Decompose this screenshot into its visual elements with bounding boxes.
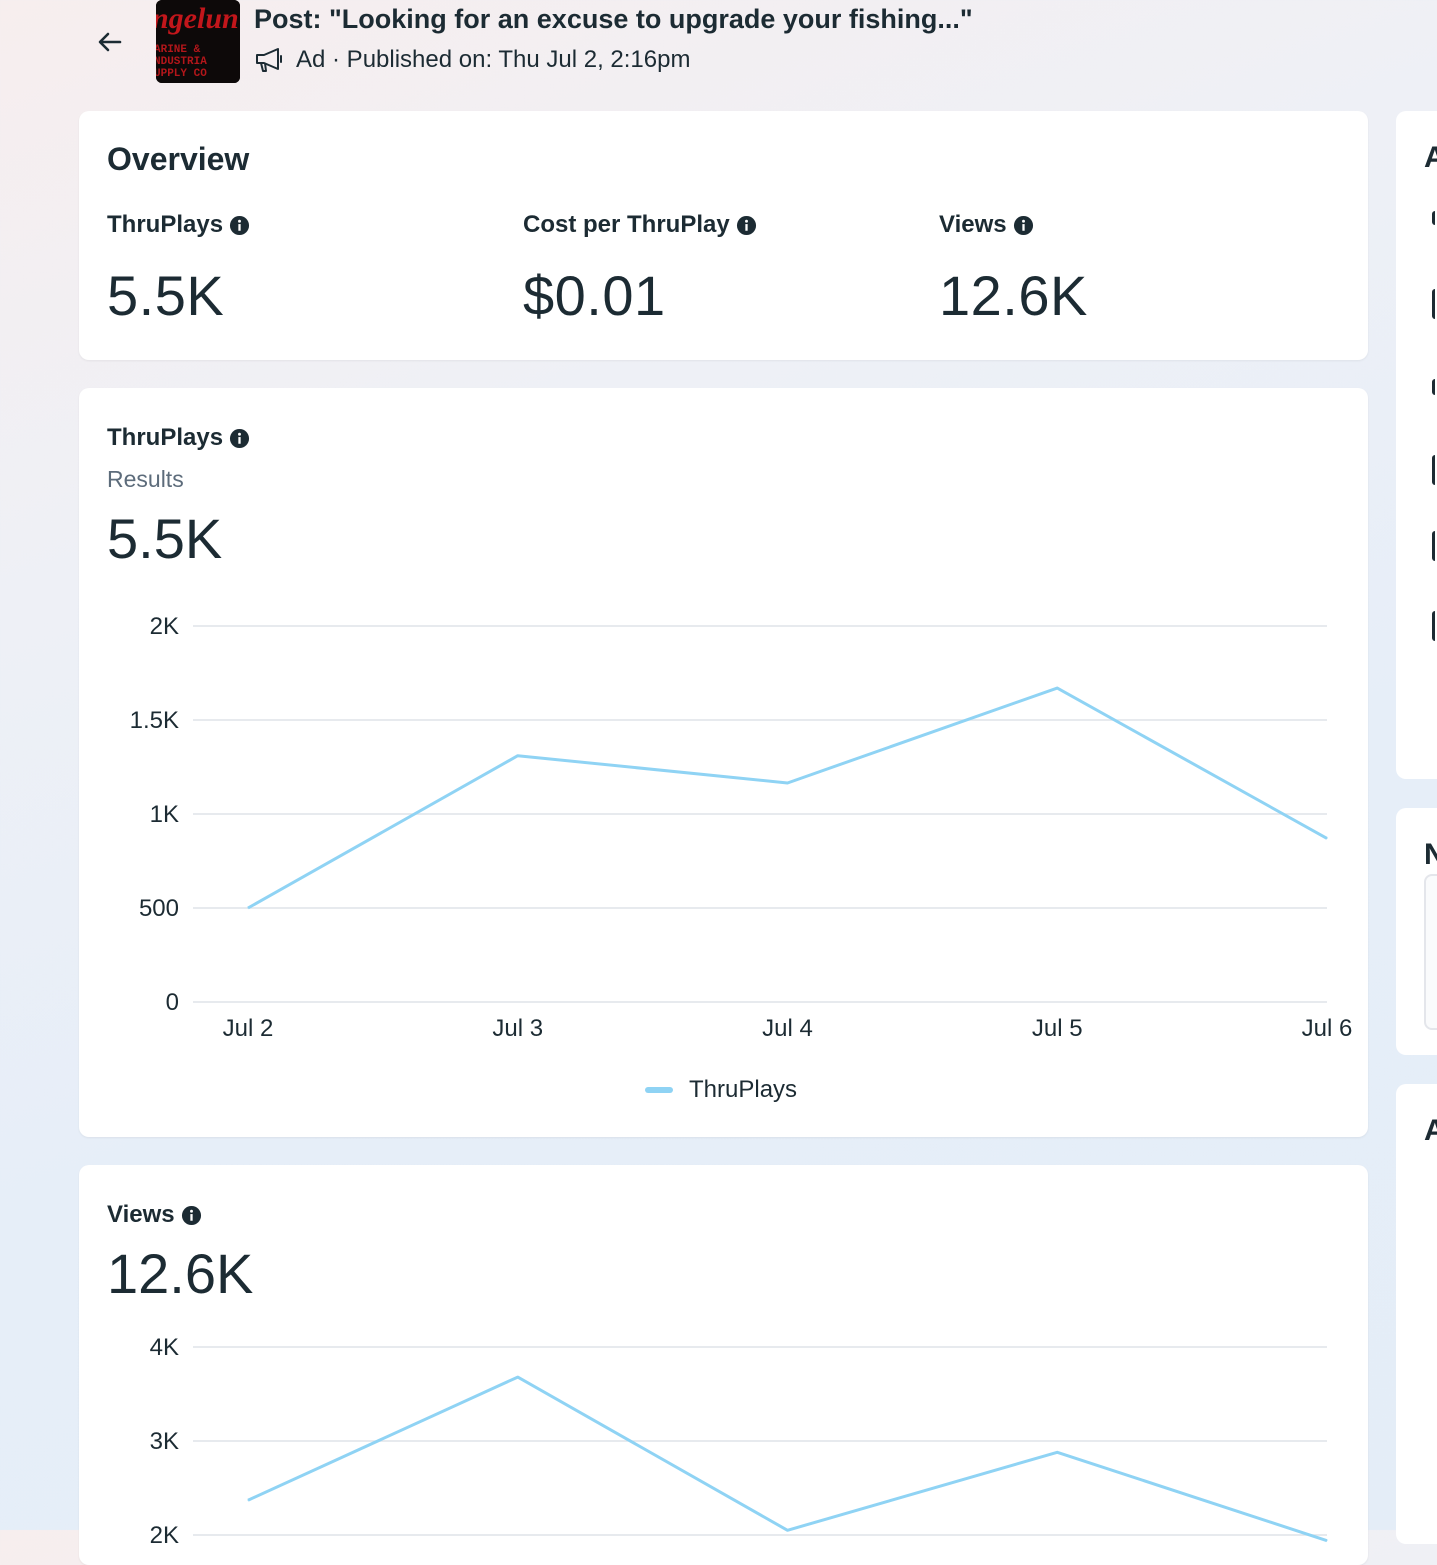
info-icon[interactable] [736, 215, 757, 236]
x-tick-label: Jul 4 [762, 1015, 813, 1042]
y-tick-label: 1K [150, 801, 179, 828]
side-item-icon [1432, 211, 1437, 225]
side-item-icon [1432, 455, 1437, 485]
thruplays-chart-card: ThruPlays Results 5.5K 0 500 1K 1.5K 2K Jul 2… [79, 388, 1368, 1137]
side-item-icon [1432, 379, 1437, 395]
data-point [1056, 687, 1058, 689]
post-thumbnail-image: ngelun ARINE & NDUSTRIA UPPLY CO [156, 0, 240, 83]
data-point [787, 782, 788, 784]
overview-card: Overview ThruPlays 5.5K Cost per ThruPla… [79, 111, 1368, 360]
side-panel-card: A [1396, 1084, 1437, 1544]
back-button[interactable] [92, 24, 128, 60]
side-card-title: A [1424, 141, 1437, 174]
post-meta: Ad · Published on: Thu Jul 2, 2:16pm [254, 46, 690, 74]
y-tick-label: 3K [150, 1428, 179, 1455]
side-card-title: N [1424, 838, 1437, 871]
data-point [1056, 1451, 1058, 1453]
metric-label: Cost per ThruPlay [523, 211, 730, 238]
chart-subtitle: Results [107, 466, 184, 492]
chart-total-value: 5.5K [107, 507, 223, 570]
metric-cost-per-thruplay: Cost per ThruPlay $0.01 [523, 211, 757, 328]
x-tick-label: Jul 3 [492, 1015, 543, 1042]
series-line [247, 1375, 1328, 1543]
data-point [1326, 1540, 1328, 1542]
x-tick-label: Jul 6 [1302, 1015, 1353, 1042]
side-panel-card: A [1396, 111, 1437, 779]
chart-legend[interactable]: ThruPlays [645, 1076, 797, 1104]
metric-label: ThruPlays [107, 211, 224, 238]
post-title: Post: "Looking for an excuse to upgrade … [254, 4, 973, 34]
thumb-text-line-2: NDUSTRIA [156, 56, 207, 68]
side-item-icon [1432, 289, 1437, 319]
metric-views: Views 12.6K [939, 211, 1088, 328]
metric-thruplays: ThruPlays 5.5K [107, 211, 250, 328]
megaphone-icon [256, 48, 282, 72]
x-tick-label: Jul 2 [223, 1015, 274, 1042]
chart-total-value: 12.6K [107, 1242, 254, 1305]
metric-value: 5.5K [107, 264, 225, 327]
overview-title: Overview [107, 141, 250, 177]
post-meta-text: Ad · Published on: Thu Jul 2, 2:16pm [296, 46, 691, 73]
data-point [247, 1499, 249, 1501]
series-line [247, 686, 1328, 910]
data-point [247, 907, 249, 909]
info-icon[interactable] [229, 215, 250, 236]
x-tick-label: Jul 5 [1032, 1015, 1083, 1042]
y-tick-label: 2K [150, 613, 179, 640]
y-tick-label: 0 [166, 989, 179, 1016]
info-icon[interactable] [1013, 215, 1034, 236]
chart-label: Views [107, 1201, 202, 1229]
thruplays-line-chart: 0 500 1K 1.5K 2K Jul 2 Jul 3 Jul 4 Jul 5 Jul 6 [130, 613, 1353, 1042]
data-point [517, 755, 519, 757]
metric-value: $0.01 [523, 264, 666, 327]
side-item-icon [1432, 531, 1437, 561]
post-header: ngelun ARINE & NDUSTRIA UPPLY CO Post: "… [0, 0, 1437, 100]
chart-label: ThruPlays [107, 424, 250, 452]
data-point [517, 1376, 519, 1378]
info-icon[interactable] [181, 1205, 202, 1226]
data-point [1326, 837, 1328, 839]
y-tick-label: 2K [150, 1522, 179, 1549]
post-thumbnail[interactable]: ngelun ARINE & NDUSTRIA UPPLY CO [156, 0, 240, 83]
y-tick-label: 4K [150, 1334, 179, 1361]
views-line-chart: 2K 3K 4K [150, 1334, 1328, 1549]
side-panel-card: N [1396, 808, 1437, 1055]
side-card-title: A [1424, 1114, 1437, 1147]
thumb-text-line-1: ARINE & [156, 44, 201, 56]
side-card-preview[interactable] [1424, 874, 1437, 1030]
side-item-icon [1432, 611, 1437, 641]
thumb-text-top: ngelun [156, 2, 239, 35]
thumb-text-line-3: UPPLY CO [156, 68, 207, 80]
arrow-left-icon [98, 32, 122, 52]
legend-label: ThruPlays [689, 1076, 798, 1103]
chart-label-text: Views [107, 1201, 175, 1228]
y-tick-label: 1.5K [130, 707, 179, 734]
info-icon[interactable] [229, 428, 250, 449]
y-tick-label: 500 [139, 895, 179, 922]
metric-label: Views [939, 211, 1007, 238]
chart-label-text: ThruPlays [107, 424, 224, 451]
metric-value: 12.6K [939, 264, 1088, 327]
legend-swatch [645, 1087, 673, 1093]
views-chart-card: Views 12.6K 2K 3K 4K [79, 1165, 1368, 1565]
